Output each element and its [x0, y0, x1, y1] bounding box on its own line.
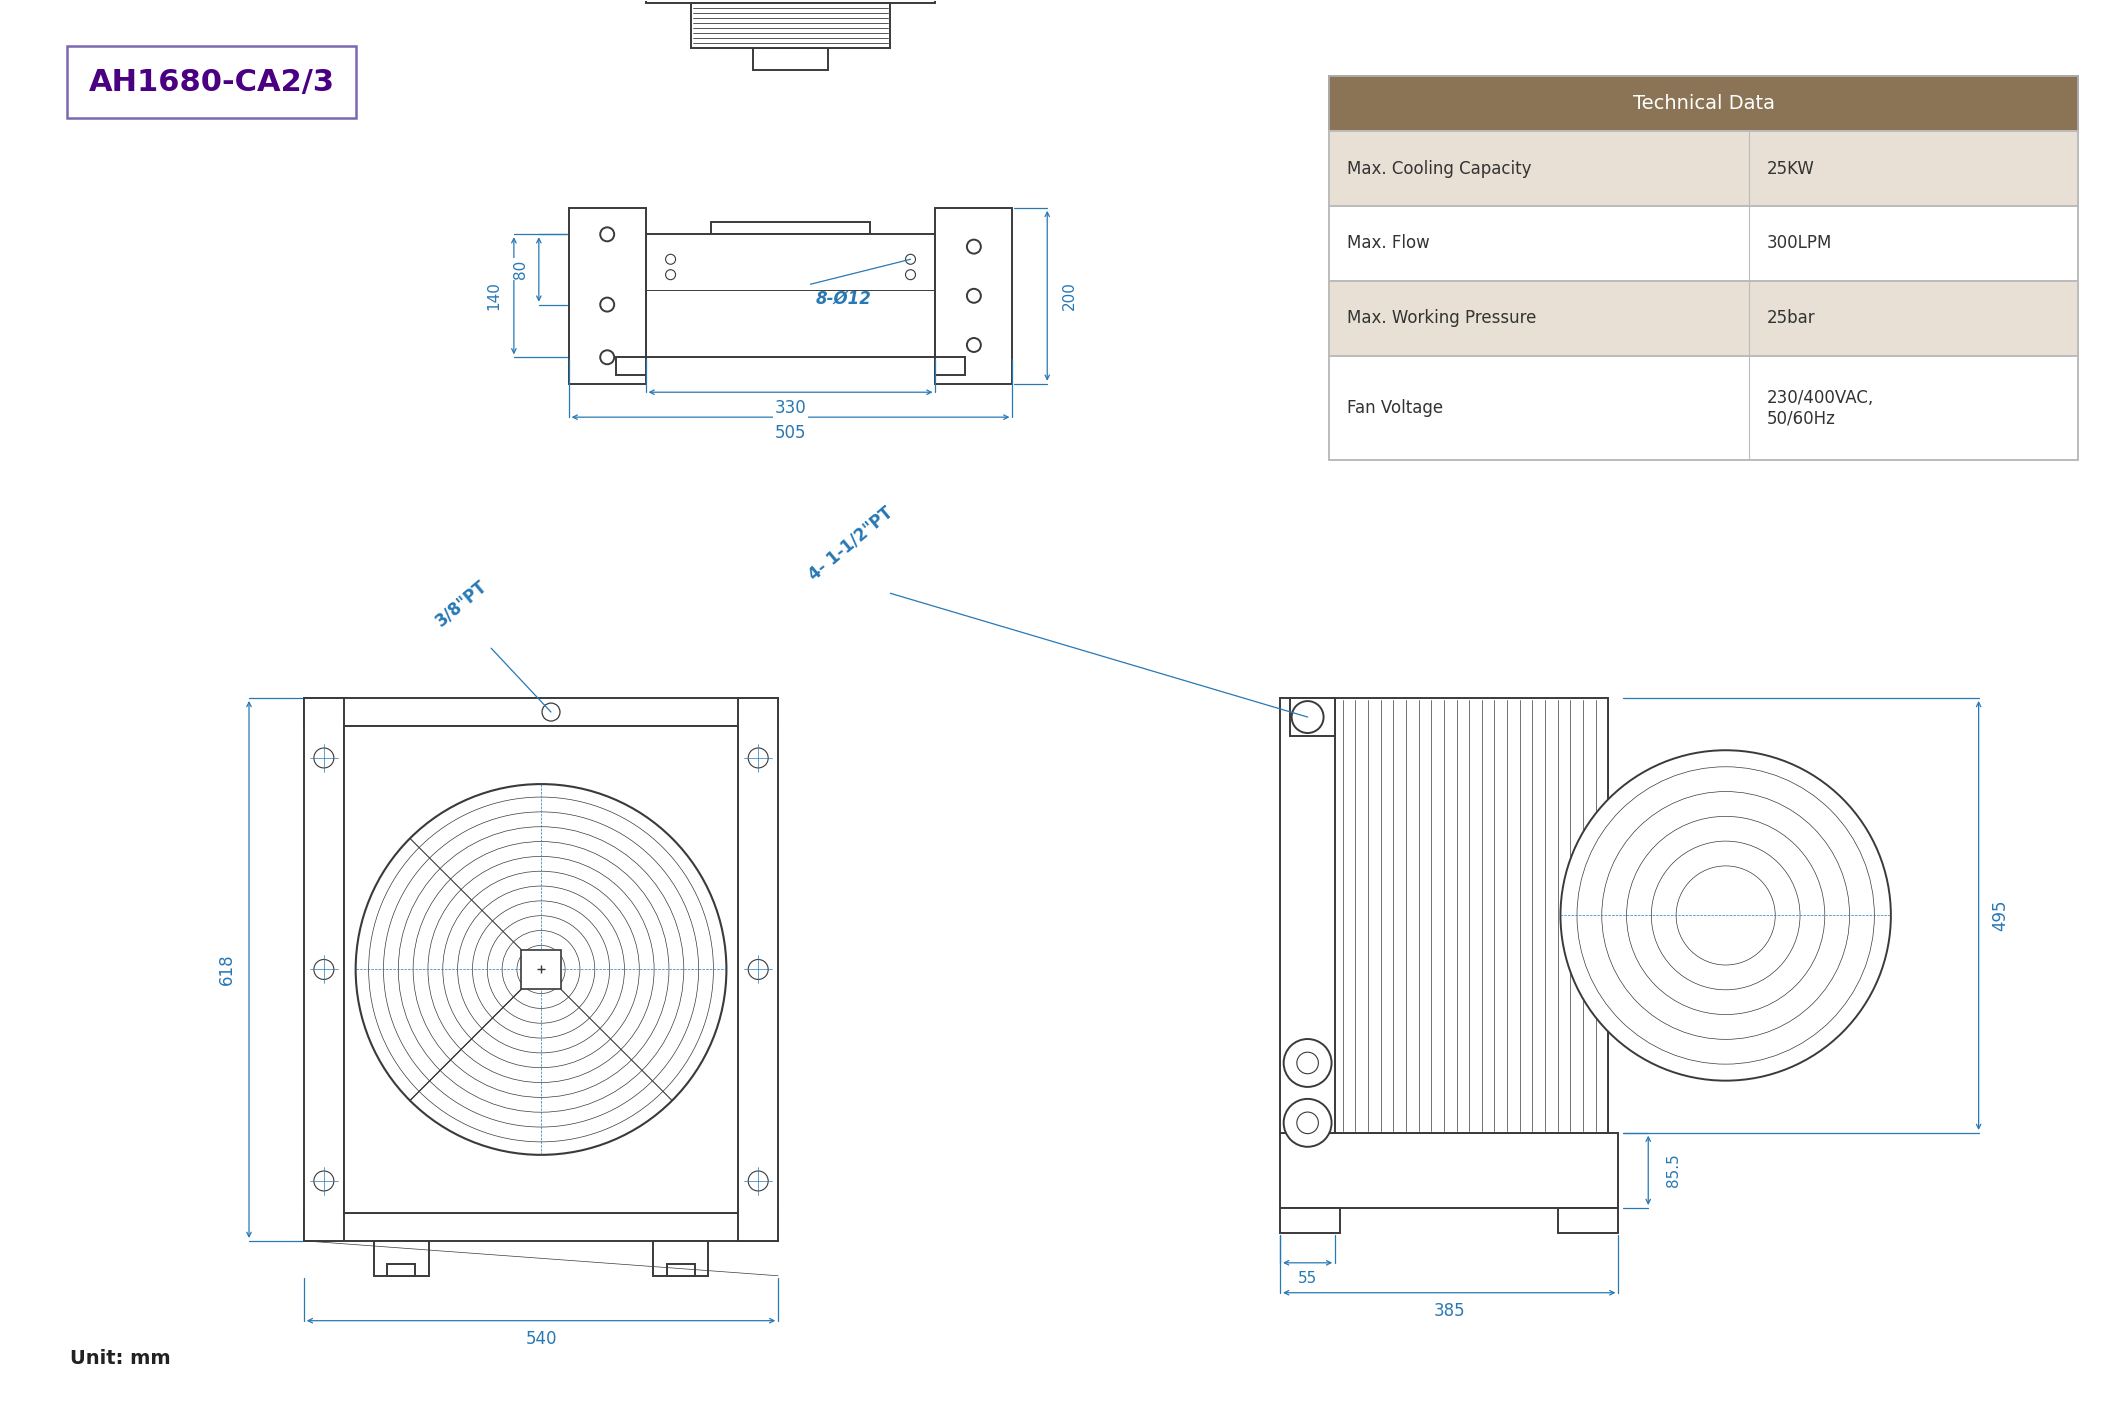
Text: 140: 140	[487, 282, 502, 310]
Bar	[374, 1241, 429, 1276]
Text: 25KW: 25KW	[1767, 160, 1813, 178]
Circle shape	[502, 931, 580, 1008]
Circle shape	[748, 1171, 767, 1190]
Bar	[304, 698, 344, 1241]
Bar	[570, 207, 646, 384]
Circle shape	[748, 749, 767, 768]
Text: 505: 505	[774, 425, 806, 442]
Circle shape	[967, 338, 980, 352]
Circle shape	[1652, 841, 1801, 990]
Circle shape	[906, 269, 916, 279]
Bar	[710, 223, 870, 234]
Circle shape	[1601, 792, 1850, 1039]
Bar	[1280, 1133, 1618, 1209]
Circle shape	[1297, 1112, 1318, 1134]
Bar	[521, 949, 561, 990]
Text: 200: 200	[1061, 282, 1076, 310]
Text: 85.5: 85.5	[1665, 1154, 1682, 1187]
Circle shape	[315, 959, 334, 980]
Bar	[304, 1213, 778, 1241]
Bar	[1280, 698, 1335, 1133]
Bar	[387, 1263, 415, 1276]
Bar	[935, 358, 965, 376]
Text: 540: 540	[525, 1329, 557, 1347]
Circle shape	[1560, 750, 1890, 1081]
Circle shape	[487, 916, 595, 1023]
Text: 495: 495	[1992, 900, 2009, 931]
Text: AH1680-CA2/3: AH1680-CA2/3	[89, 67, 334, 97]
Circle shape	[600, 350, 614, 365]
Bar	[935, 207, 1012, 384]
Bar	[1329, 206, 2077, 280]
Circle shape	[748, 959, 767, 980]
Circle shape	[1297, 1052, 1318, 1074]
Circle shape	[315, 1171, 334, 1190]
Circle shape	[412, 841, 670, 1098]
Bar	[753, 48, 827, 70]
Text: 25bar: 25bar	[1767, 310, 1816, 327]
Text: 618: 618	[219, 953, 236, 986]
Text: 55: 55	[1299, 1272, 1318, 1286]
Bar	[738, 698, 778, 1241]
Bar	[68, 46, 357, 118]
Bar	[653, 1241, 708, 1276]
Circle shape	[427, 857, 655, 1082]
Bar	[1331, 698, 1607, 1133]
Bar	[691, 3, 891, 48]
Circle shape	[600, 227, 614, 241]
Text: 4- 1-1/2"PT: 4- 1-1/2"PT	[806, 503, 895, 583]
Circle shape	[1293, 701, 1324, 733]
Circle shape	[368, 798, 714, 1141]
Circle shape	[967, 289, 980, 303]
Text: 3/8"PT: 3/8"PT	[432, 576, 491, 629]
Circle shape	[472, 901, 610, 1037]
Text: Max. Working Pressure: Max. Working Pressure	[1348, 310, 1537, 327]
Text: 230/400VAC,
50/60Hz: 230/400VAC, 50/60Hz	[1767, 388, 1873, 428]
Text: Technical Data: Technical Data	[1633, 94, 1775, 114]
Bar	[646, 0, 935, 3]
Circle shape	[967, 240, 980, 254]
Text: Max. Cooling Capacity: Max. Cooling Capacity	[1348, 160, 1533, 178]
Circle shape	[665, 254, 676, 264]
Circle shape	[906, 254, 916, 264]
Text: 330: 330	[774, 400, 806, 418]
Circle shape	[315, 749, 334, 768]
Text: 300LPM: 300LPM	[1767, 234, 1833, 252]
Bar	[1329, 76, 2077, 132]
Bar	[1558, 1209, 1618, 1232]
Bar	[1329, 356, 2077, 460]
Bar	[646, 234, 935, 358]
Circle shape	[355, 784, 727, 1155]
Circle shape	[457, 886, 625, 1053]
Circle shape	[1577, 767, 1875, 1064]
Bar	[1290, 698, 1335, 736]
Circle shape	[1284, 1039, 1331, 1087]
Text: 385: 385	[1433, 1301, 1465, 1319]
Bar	[668, 1263, 695, 1276]
Text: 80: 80	[512, 259, 529, 279]
Bar	[1329, 132, 2077, 206]
Circle shape	[398, 827, 685, 1112]
Circle shape	[383, 812, 699, 1127]
Text: 8-Ø12: 8-Ø12	[816, 289, 872, 307]
Circle shape	[1284, 1099, 1331, 1147]
Text: Unit: mm: Unit: mm	[70, 1349, 170, 1368]
Text: Fan Voltage: Fan Voltage	[1348, 400, 1444, 416]
Circle shape	[517, 945, 566, 994]
Bar	[344, 726, 738, 1213]
Circle shape	[542, 702, 559, 721]
Circle shape	[1675, 866, 1775, 965]
Bar	[1280, 1209, 1339, 1232]
Circle shape	[600, 297, 614, 311]
Text: Max. Flow: Max. Flow	[1348, 234, 1431, 252]
Circle shape	[442, 871, 640, 1068]
Circle shape	[665, 269, 676, 279]
Circle shape	[1626, 816, 1824, 1015]
Bar	[304, 698, 778, 726]
Bar	[1329, 280, 2077, 356]
Bar	[617, 358, 646, 376]
